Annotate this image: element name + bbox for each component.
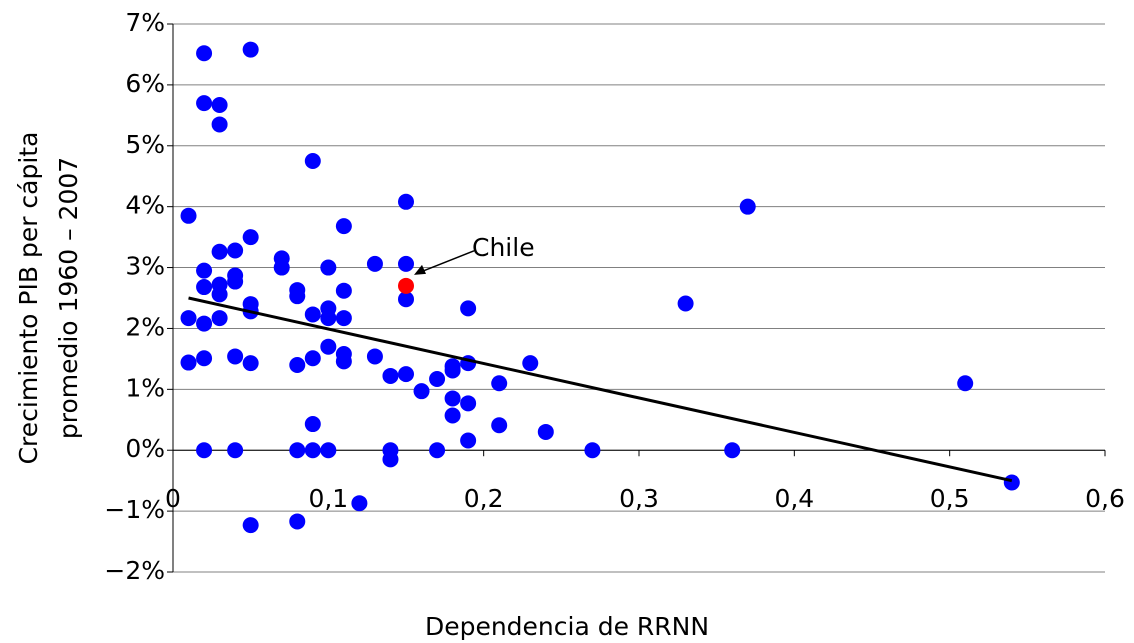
point bbox=[180, 207, 197, 224]
point bbox=[957, 375, 974, 392]
point bbox=[304, 416, 321, 433]
y-axis-title: promedio 1960 – 2007 bbox=[54, 157, 83, 439]
point bbox=[537, 423, 554, 440]
point bbox=[196, 315, 213, 332]
point bbox=[196, 95, 213, 112]
point bbox=[227, 442, 244, 459]
point bbox=[289, 513, 306, 530]
point bbox=[320, 442, 337, 459]
point bbox=[429, 442, 446, 459]
y-tick-label: 2% bbox=[125, 312, 165, 341]
point bbox=[196, 262, 213, 279]
point bbox=[289, 356, 306, 373]
point bbox=[584, 442, 601, 459]
point bbox=[491, 375, 508, 392]
point bbox=[304, 350, 321, 367]
y-tick-label: 5% bbox=[125, 130, 165, 159]
trend-line bbox=[188, 296, 1013, 483]
point bbox=[196, 350, 213, 367]
point bbox=[273, 259, 290, 276]
point bbox=[289, 442, 306, 459]
point bbox=[180, 354, 197, 371]
y-tick-label: 0% bbox=[125, 434, 165, 463]
point bbox=[460, 300, 477, 317]
point bbox=[398, 255, 414, 272]
point bbox=[413, 383, 430, 400]
point bbox=[677, 295, 694, 312]
point bbox=[398, 193, 414, 210]
point bbox=[444, 390, 461, 407]
point bbox=[242, 517, 259, 534]
point bbox=[227, 242, 244, 259]
highlight-point bbox=[398, 277, 414, 294]
y-axis-title: Crecimiento PIB per cápita bbox=[14, 132, 43, 465]
point bbox=[211, 310, 228, 327]
y-tick-label: 7% bbox=[125, 8, 165, 37]
point bbox=[335, 218, 352, 235]
point bbox=[444, 362, 461, 379]
annotation-label: Chile bbox=[472, 233, 535, 262]
x-tick-label: 0,2 bbox=[464, 484, 504, 513]
point bbox=[444, 407, 461, 424]
point bbox=[320, 259, 337, 276]
point bbox=[382, 367, 399, 384]
point bbox=[320, 310, 337, 327]
point bbox=[491, 417, 508, 434]
x-tick-label: 0,3 bbox=[619, 484, 659, 513]
x-tick-label: 0,1 bbox=[308, 484, 348, 513]
point bbox=[382, 451, 399, 468]
point bbox=[211, 116, 228, 133]
arrow-head bbox=[414, 264, 426, 275]
point bbox=[320, 338, 337, 355]
point bbox=[398, 291, 414, 308]
point bbox=[304, 442, 321, 459]
y-tick-label: 6% bbox=[125, 69, 165, 98]
point bbox=[242, 355, 259, 372]
point bbox=[366, 348, 383, 365]
point bbox=[429, 370, 446, 387]
point bbox=[211, 96, 228, 113]
point bbox=[366, 255, 383, 272]
point bbox=[522, 355, 539, 372]
point bbox=[304, 153, 321, 169]
x-tick-label: 0 bbox=[165, 484, 181, 513]
point bbox=[211, 243, 228, 260]
point bbox=[196, 279, 213, 296]
point bbox=[460, 432, 477, 449]
y-tick-label: −1% bbox=[104, 495, 165, 524]
point bbox=[1003, 474, 1020, 491]
point bbox=[211, 286, 228, 303]
point bbox=[335, 282, 352, 299]
point bbox=[242, 41, 259, 58]
point bbox=[351, 495, 368, 512]
point bbox=[724, 442, 741, 459]
x-tick-label: 0,5 bbox=[930, 484, 970, 513]
point bbox=[460, 395, 477, 412]
point bbox=[398, 366, 414, 383]
point bbox=[335, 353, 352, 370]
y-tick-label: −2% bbox=[104, 556, 165, 585]
point bbox=[304, 306, 321, 323]
point bbox=[242, 229, 259, 246]
point bbox=[180, 310, 197, 327]
point bbox=[739, 198, 756, 215]
y-tick-label: 4% bbox=[125, 191, 165, 220]
point bbox=[196, 45, 213, 62]
point bbox=[335, 310, 352, 327]
x-axis-title: Dependencia de RRNN bbox=[425, 612, 709, 641]
point bbox=[227, 348, 244, 365]
point bbox=[196, 442, 213, 459]
annotation-arrow bbox=[415, 250, 475, 275]
point bbox=[227, 273, 244, 290]
y-tick-label: 3% bbox=[125, 252, 165, 281]
x-tick-label: 0,6 bbox=[1085, 484, 1125, 513]
x-tick-label: 0,4 bbox=[774, 484, 814, 513]
y-tick-label: 1% bbox=[125, 373, 165, 402]
point bbox=[289, 288, 306, 305]
